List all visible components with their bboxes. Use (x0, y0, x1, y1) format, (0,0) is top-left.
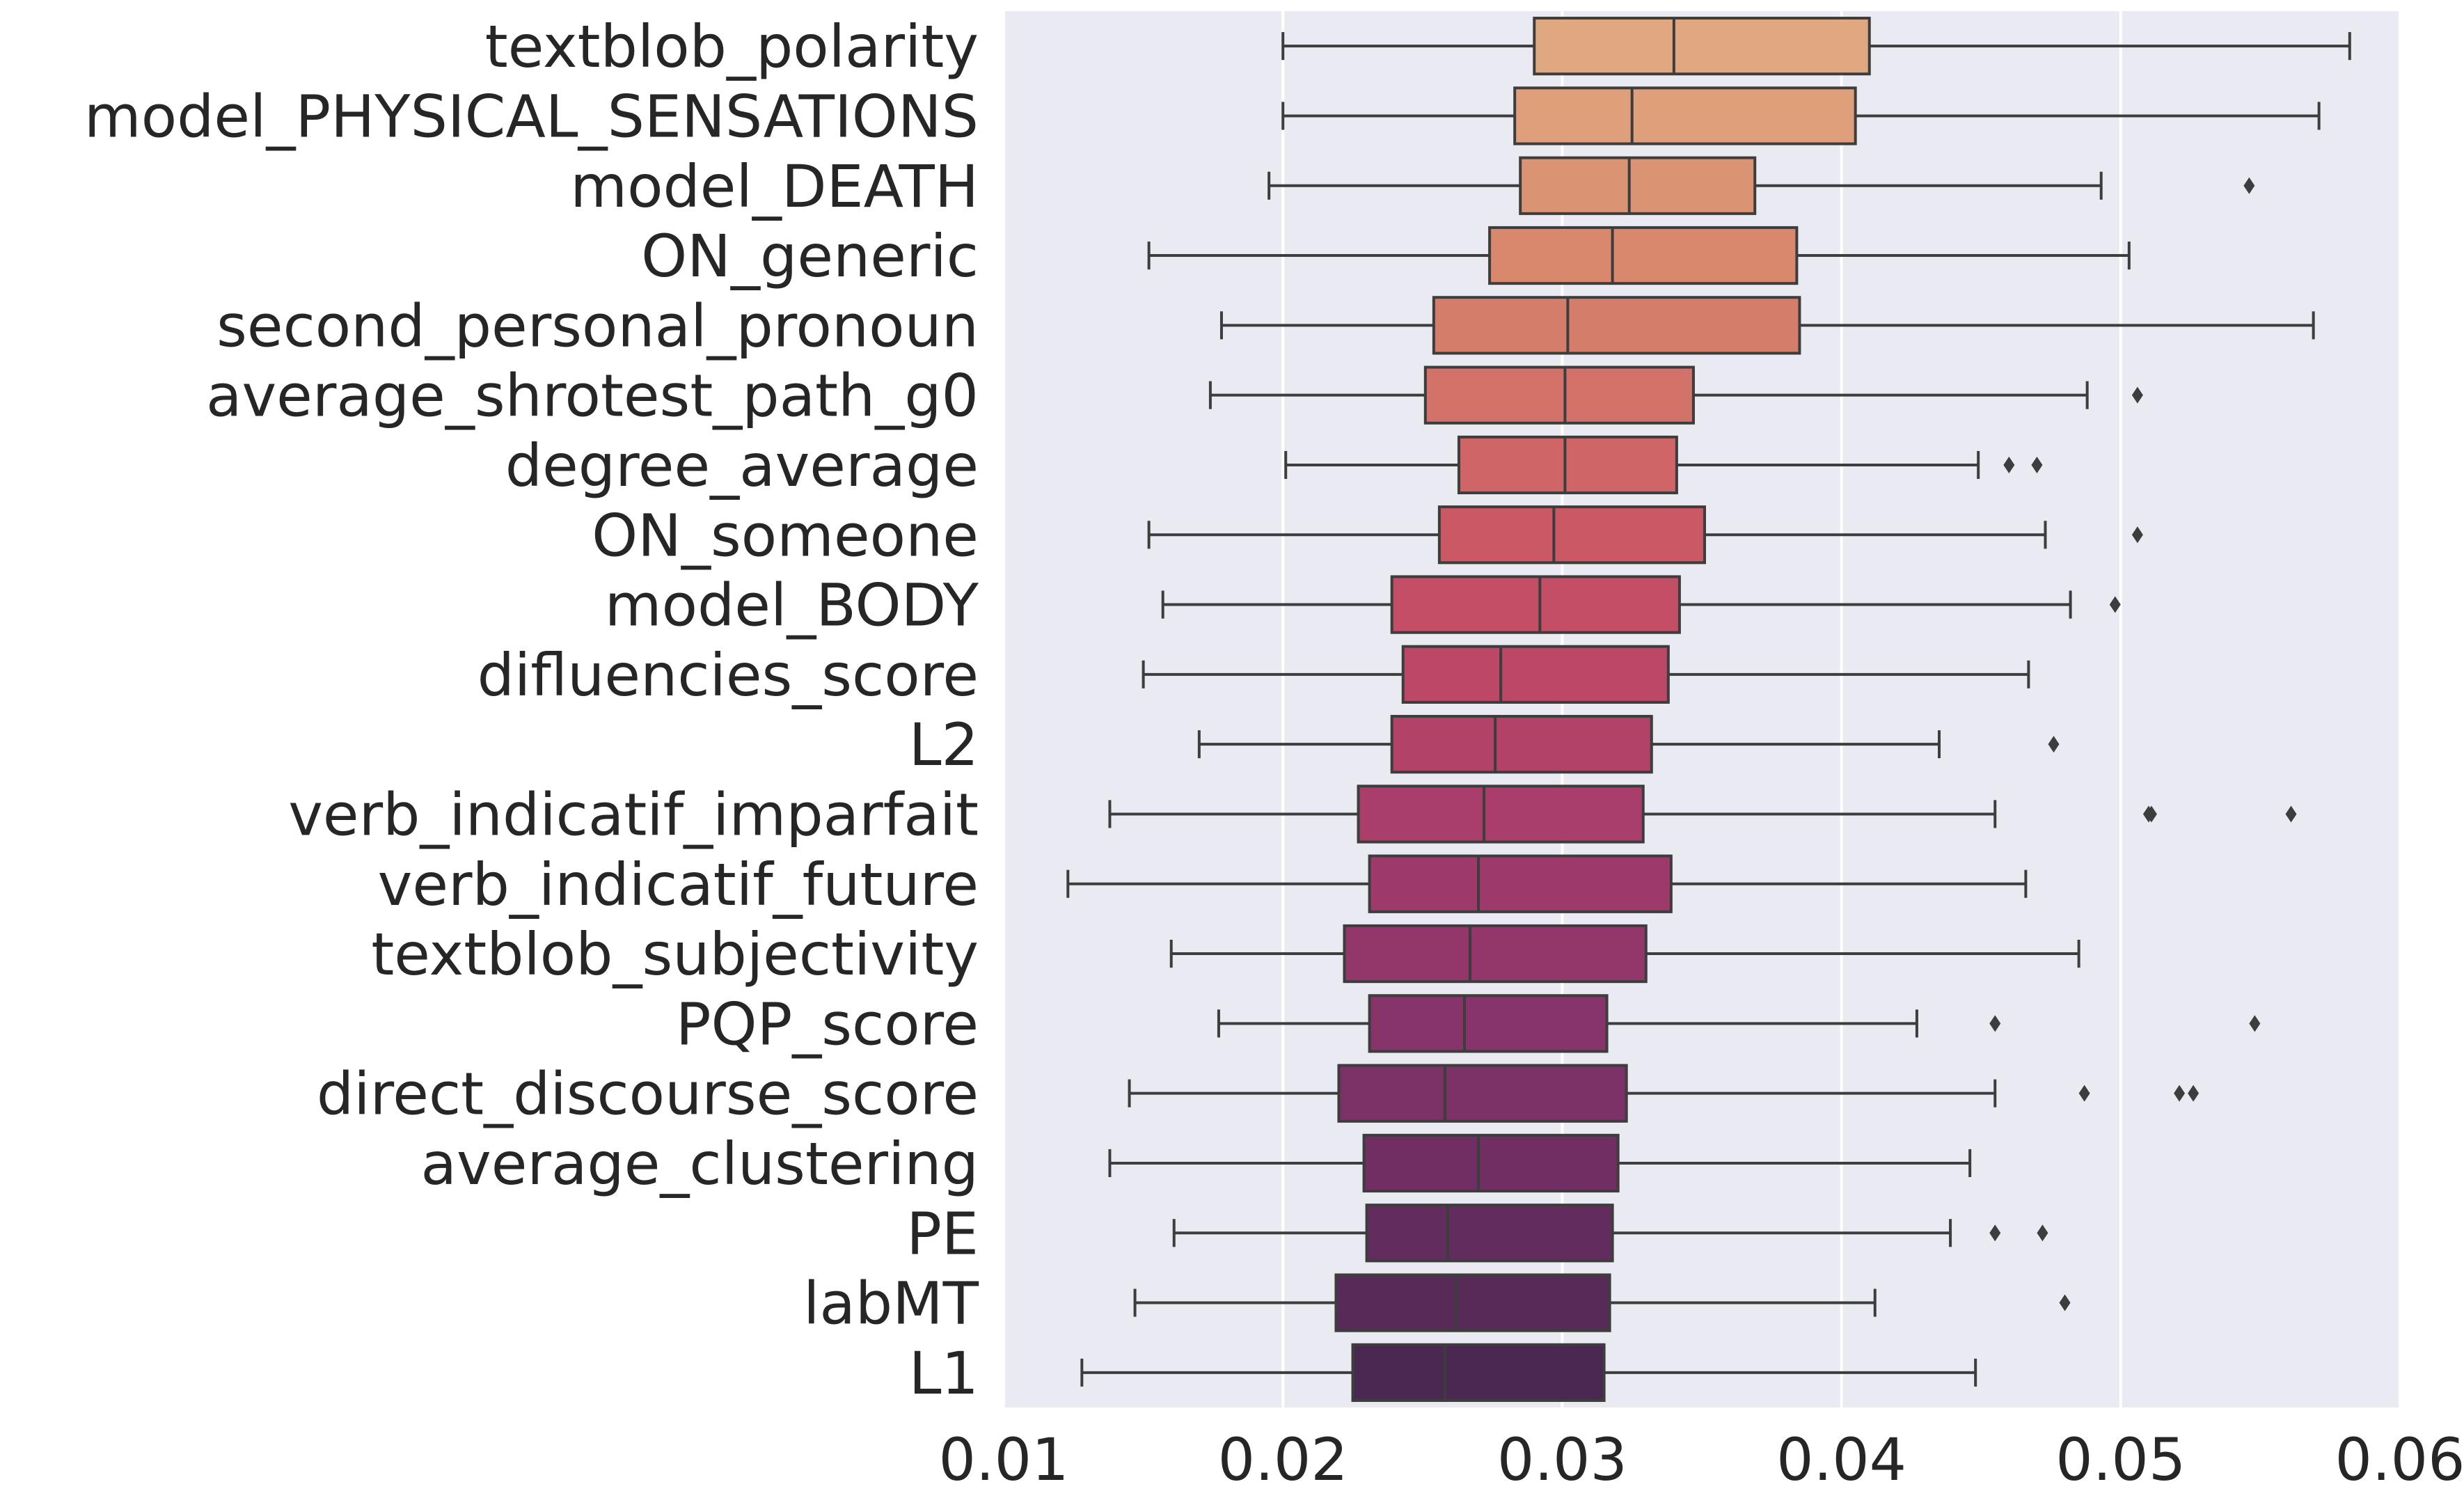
outlier-point (2145, 805, 2157, 823)
y-tick-label: degree_average (505, 432, 979, 500)
box-iqr (1533, 17, 1871, 76)
box-second_personal_pronoun (1219, 296, 2315, 355)
box-iqr (1351, 1343, 1606, 1402)
outlier-point (2131, 526, 2143, 544)
outlier-point (2243, 177, 2255, 194)
box-iqr (1343, 924, 1648, 984)
box-iqr (1519, 156, 1757, 215)
outlier-point (1989, 1224, 2001, 1242)
y-tick-label: difluencies_score (477, 641, 979, 709)
box-iqr (1457, 435, 1678, 495)
x-tick-label: 0.06 (2335, 1426, 2464, 1494)
box-L2 (1197, 715, 2060, 774)
x-tick-label: 0.04 (1776, 1426, 1906, 1494)
x-tick-label: 0.02 (1218, 1426, 1348, 1494)
y-tick-label: verb_indicatif_future (378, 851, 979, 919)
y-tick-label: direct_discourse_score (317, 1060, 979, 1128)
box-verb_indicatif_imparfait (1108, 785, 2297, 844)
box-iqr (1368, 854, 1673, 913)
y-tick-label: model_BODY (605, 571, 979, 640)
y-tick-label: textblob_subjectivity (371, 920, 979, 988)
box-average_clustering (1108, 1133, 1972, 1193)
box-iqr (1432, 296, 1801, 355)
box-degree_average (1284, 435, 2043, 495)
y-tick-label: L1 (909, 1339, 979, 1408)
box-L1 (1080, 1343, 1977, 1402)
y-tick-label: textblob_polarity (485, 13, 979, 81)
box-iqr (1401, 645, 1670, 704)
box-direct_discourse_score (1128, 1064, 2200, 1123)
box-model_DEATH (1267, 156, 2255, 215)
box-model_PHYSICAL_SENSATIONS (1281, 86, 2321, 145)
y-tick-label: ON_generic (641, 222, 979, 290)
outlier-point (2031, 456, 2043, 473)
box-verb_indicatif_future (1066, 854, 2028, 913)
outlier-point (2249, 1015, 2261, 1032)
box-iqr (1368, 994, 1609, 1053)
outlier-point (2059, 1294, 2071, 1311)
y-tick-label: model_DEATH (570, 152, 979, 221)
box-ON_generic (1147, 226, 2131, 285)
outlier-point (2078, 1085, 2090, 1102)
box-PQP_score (1217, 994, 2261, 1053)
box-iqr (1390, 715, 1653, 774)
boxes (1066, 17, 2351, 1402)
box-textblob_polarity (1281, 17, 2351, 76)
x-tick-labels: 0.01 0.02 0.03 0.04 0.05 0.06 (938, 1426, 2464, 1494)
x-tick-label: 0.05 (2055, 1426, 2186, 1494)
box-iqr (1334, 1273, 1611, 1332)
x-tick-label: 0.01 (938, 1426, 1068, 1494)
outlier-point (1989, 1015, 2001, 1032)
box-model_BODY (1161, 575, 2121, 634)
y-tick-label: PE (906, 1199, 979, 1268)
box-ON_someone (1147, 505, 2143, 565)
outlier-point (2188, 1085, 2200, 1102)
box-average_shrotest_path_g0 (1208, 365, 2143, 425)
y-tick-label: average_shrotest_path_g0 (206, 362, 979, 430)
box-difluencies_score (1142, 645, 2030, 704)
box-PE (1172, 1204, 2048, 1263)
box-iqr (1365, 1204, 1614, 1263)
box-iqr (1390, 575, 1681, 634)
y-tick-labels: textblob_polaritymodel_PHYSICAL_SENSATIO… (84, 13, 979, 1408)
box-textblob_subjectivity (1169, 924, 2080, 984)
outlier-point (2037, 1224, 2048, 1242)
box-iqr (1337, 1064, 1628, 1123)
box-iqr (1437, 505, 1707, 565)
box-iqr (1488, 226, 1799, 285)
outlier-point (2174, 1085, 2186, 1102)
y-tick-label: ON_someone (592, 501, 979, 569)
box-iqr (1357, 785, 1645, 844)
outlier-point (2285, 805, 2297, 823)
box-iqr (1513, 86, 1857, 145)
y-tick-label: average_clustering (421, 1130, 979, 1198)
y-tick-label: labMT (803, 1270, 979, 1338)
y-tick-label: verb_indicatif_imparfait (288, 780, 979, 849)
outlier-point (2003, 456, 2015, 473)
y-tick-label: L2 (909, 711, 979, 779)
y-tick-label: second_personal_pronoun (216, 292, 979, 360)
box-labMT (1133, 1273, 2071, 1332)
outlier-point (2048, 736, 2060, 753)
box-iqr (1423, 365, 1695, 425)
y-tick-label: model_PHYSICAL_SENSATIONS (84, 82, 979, 150)
box-iqr (1362, 1133, 1620, 1193)
plot-area (1004, 11, 2400, 1408)
outlier-point (2131, 386, 2143, 404)
x-tick-label: 0.03 (1497, 1426, 1627, 1494)
y-tick-label: PQP_score (676, 990, 979, 1058)
outlier-point (2109, 596, 2121, 613)
